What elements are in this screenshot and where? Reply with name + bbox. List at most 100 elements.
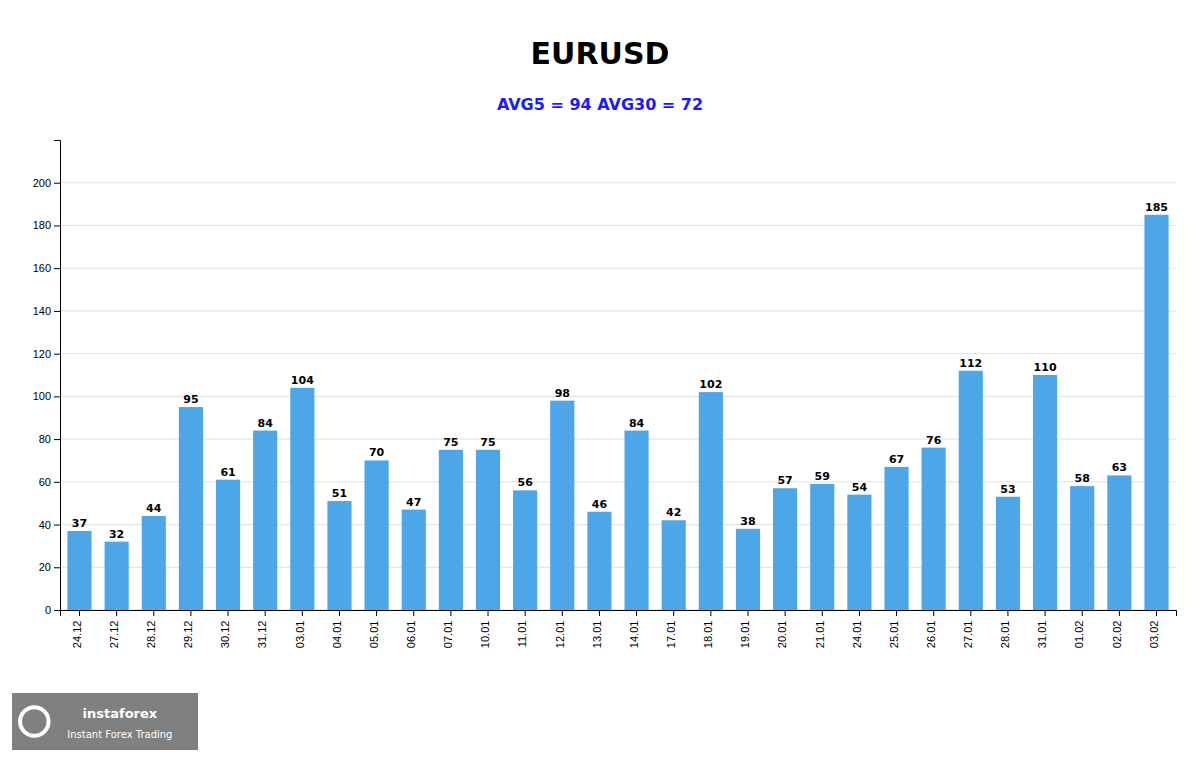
x-tick-mark xyxy=(562,610,563,616)
x-tick: 24.01 xyxy=(851,610,863,648)
y-tick: 40 xyxy=(39,519,60,531)
x-tick-label: 02.02 xyxy=(1111,621,1123,649)
y-tick: 20 xyxy=(39,561,60,573)
x-tick-mark xyxy=(413,610,414,616)
x-tick-label: 29.12 xyxy=(182,621,194,649)
x-tick-label: 13.01 xyxy=(591,621,603,649)
x-tick: 11.01 xyxy=(516,610,528,647)
x-tick-label: 11.01 xyxy=(516,621,528,648)
bar xyxy=(105,542,129,610)
data-label: 84 xyxy=(629,417,645,430)
data-label: 63 xyxy=(1112,461,1127,474)
logo: instaforexInstant Forex Trading xyxy=(12,693,198,750)
x-tick-mark xyxy=(747,610,748,616)
x-tick-label: 21.01 xyxy=(814,621,826,649)
data-label: 75 xyxy=(443,436,458,449)
x-axis-line xyxy=(61,611,1177,617)
x-tick-mark xyxy=(228,610,229,616)
data-label: 56 xyxy=(517,476,533,489)
x-tick-label: 07.01 xyxy=(442,621,454,649)
x-tick: 01.02 xyxy=(1073,610,1085,648)
data-label: 102 xyxy=(699,378,722,391)
y-tick-label: 0 xyxy=(45,604,51,616)
data-label: 47 xyxy=(406,496,421,509)
y-tick-mark xyxy=(54,610,60,611)
y-axis: 020406080100120140160180200 xyxy=(33,141,61,617)
x-tick: 21.01 xyxy=(814,610,826,648)
data-label: 38 xyxy=(740,515,755,528)
y-tick-mark xyxy=(54,183,60,184)
x-tick-mark xyxy=(1156,610,1157,616)
grid-line xyxy=(60,310,1176,311)
data-label: 46 xyxy=(592,498,608,511)
x-axis: 24.1227.1228.1229.1230.1231.1203.0104.01… xyxy=(61,610,1177,648)
x-tick-label: 31.12 xyxy=(256,621,268,649)
bar xyxy=(662,520,686,610)
x-tick-mark xyxy=(376,610,377,616)
grid-line xyxy=(60,396,1176,397)
x-tick: 04.01 xyxy=(331,610,343,648)
x-tick: 19.01 xyxy=(739,610,751,648)
bar xyxy=(847,495,871,610)
y-tick-mark xyxy=(54,396,60,397)
data-label: 98 xyxy=(555,387,570,400)
x-tick-label: 12.01 xyxy=(554,621,566,649)
x-tick-mark xyxy=(190,610,191,616)
x-tick-mark xyxy=(822,610,823,616)
x-tick: 29.12 xyxy=(182,610,194,648)
x-tick: 14.01 xyxy=(628,610,640,648)
grid-line xyxy=(60,439,1176,440)
x-tick-mark xyxy=(153,610,154,616)
y-tick-label: 20 xyxy=(39,561,51,573)
x-tick: 17.01 xyxy=(665,610,677,648)
x-tick: 27.01 xyxy=(962,610,974,648)
bar xyxy=(476,450,500,610)
bar xyxy=(1033,375,1057,610)
data-label: 32 xyxy=(109,528,124,541)
grid xyxy=(60,183,1176,610)
title: EURUSD xyxy=(531,36,670,71)
bar xyxy=(439,450,463,610)
x-tick-label: 30.12 xyxy=(219,621,231,649)
data-label: 185 xyxy=(1145,201,1168,214)
x-tick-mark xyxy=(970,610,971,616)
x-tick-label: 04.01 xyxy=(331,621,343,649)
plot: 3732449561841045170477575569846844210238… xyxy=(33,141,1177,649)
y-tick-mark xyxy=(54,225,60,226)
x-tick: 03.01 xyxy=(294,610,306,648)
bar xyxy=(773,488,797,610)
y-tick: 0 xyxy=(45,604,60,616)
data-label: 67 xyxy=(889,453,904,466)
x-tick-mark xyxy=(339,610,340,616)
y-tick-mark xyxy=(54,268,60,269)
x-tick: 12.01 xyxy=(554,610,566,648)
y-tick-mark xyxy=(54,354,60,355)
y-tick: 80 xyxy=(39,433,60,445)
x-tick-label: 31.01 xyxy=(1036,621,1048,649)
x-tick-mark xyxy=(1045,610,1046,616)
y-tick-mark xyxy=(54,525,60,526)
data-label: 54 xyxy=(852,481,868,494)
data-label: 44 xyxy=(146,502,162,515)
x-tick-label: 18.01 xyxy=(702,621,714,649)
data-label: 61 xyxy=(220,466,235,479)
x-tick: 18.01 xyxy=(702,610,714,648)
x-tick: 26.01 xyxy=(925,610,937,648)
y-tick: 60 xyxy=(39,476,60,488)
data-label: 57 xyxy=(777,474,792,487)
x-tick: 06.01 xyxy=(405,610,417,648)
bar xyxy=(959,371,983,610)
x-tick: 10.01 xyxy=(479,610,491,648)
x-tick-mark xyxy=(933,610,934,616)
bar xyxy=(884,467,908,610)
data-label: 37 xyxy=(72,517,87,530)
x-tick: 31.12 xyxy=(256,610,268,648)
x-tick-mark xyxy=(79,610,80,616)
y-tick-label: 60 xyxy=(39,476,51,488)
data-label: 70 xyxy=(369,446,385,459)
x-tick-label: 28.01 xyxy=(999,621,1011,649)
bar xyxy=(1144,215,1168,610)
bar xyxy=(624,431,648,610)
bar xyxy=(142,516,166,610)
logo-box xyxy=(12,693,198,750)
